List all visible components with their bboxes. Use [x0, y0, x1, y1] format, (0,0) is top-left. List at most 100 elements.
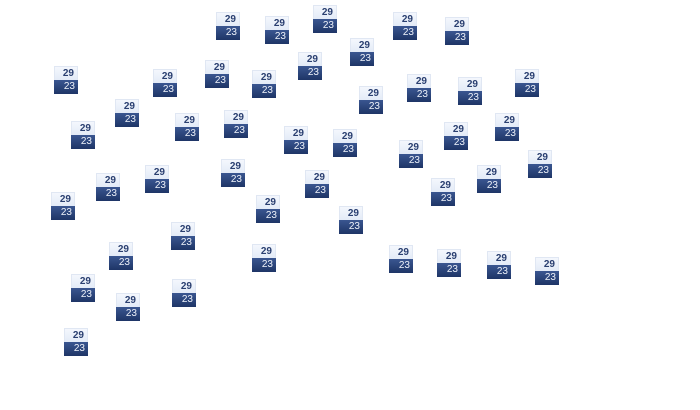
calendar-icon[interactable]: 29 23: [216, 12, 240, 40]
calendar-icon[interactable]: 29 23: [54, 66, 78, 94]
calendar-top-label: 29: [284, 126, 308, 140]
calendar-top-label: 29: [495, 113, 519, 127]
calendar-icon[interactable]: 29 23: [71, 121, 95, 149]
calendar-top-label: 29: [431, 178, 455, 192]
calendar-icon[interactable]: 29 23: [535, 257, 559, 285]
calendar-icon[interactable]: 29 23: [265, 16, 289, 44]
calendar-top-label: 29: [172, 279, 196, 293]
calendar-icon[interactable]: 29 23: [437, 249, 461, 277]
calendar-icon[interactable]: 29 23: [399, 140, 423, 168]
calendar-top-label: 29: [205, 60, 229, 74]
calendar-icon[interactable]: 29 23: [444, 122, 468, 150]
calendar-top-label: 29: [445, 17, 469, 31]
calendar-bottom-label: 23: [535, 271, 559, 285]
calendar-bottom-label: 23: [221, 173, 245, 187]
calendar-icon[interactable]: 29 23: [153, 69, 177, 97]
calendar-icon[interactable]: 29 23: [224, 110, 248, 138]
calendar-icon[interactable]: 29 23: [389, 245, 413, 273]
calendar-top-label: 29: [535, 257, 559, 271]
calendar-top-label: 29: [256, 195, 280, 209]
calendar-icon[interactable]: 29 23: [221, 159, 245, 187]
calendar-bottom-label: 23: [71, 288, 95, 302]
calendar-top-label: 29: [96, 173, 120, 187]
calendar-top-label: 29: [224, 110, 248, 124]
calendar-top-label: 29: [359, 86, 383, 100]
calendar-icon[interactable]: 29 23: [205, 60, 229, 88]
calendar-top-label: 29: [64, 328, 88, 342]
calendar-icon[interactable]: 29 23: [51, 192, 75, 220]
calendar-icon[interactable]: 29 23: [495, 113, 519, 141]
calendar-top-label: 29: [313, 5, 337, 19]
calendar-top-label: 29: [109, 242, 133, 256]
calendar-icon[interactable]: 29 23: [359, 86, 383, 114]
calendar-icon[interactable]: 29 23: [115, 99, 139, 127]
calendar-top-label: 29: [407, 74, 431, 88]
calendar-top-label: 29: [115, 99, 139, 113]
calendar-bottom-label: 23: [175, 127, 199, 141]
calendar-icon[interactable]: 29 23: [458, 77, 482, 105]
calendar-top-label: 29: [298, 52, 322, 66]
calendar-top-label: 29: [339, 206, 363, 220]
calendar-icon[interactable]: 29 23: [407, 74, 431, 102]
calendar-bottom-label: 23: [109, 256, 133, 270]
calendar-bottom-label: 23: [145, 179, 169, 193]
calendar-top-label: 29: [51, 192, 75, 206]
calendar-icon[interactable]: 29 23: [431, 178, 455, 206]
calendar-bottom-label: 23: [153, 83, 177, 97]
calendar-bottom-label: 23: [224, 124, 248, 138]
calendar-top-label: 29: [305, 170, 329, 184]
calendar-icon[interactable]: 29 23: [528, 150, 552, 178]
calendar-top-label: 29: [389, 245, 413, 259]
calendar-top-label: 29: [71, 121, 95, 135]
calendar-bottom-label: 23: [116, 307, 140, 321]
calendar-icon[interactable]: 29 23: [64, 328, 88, 356]
calendar-icon[interactable]: 29 23: [333, 129, 357, 157]
calendar-bottom-label: 23: [172, 293, 196, 307]
calendar-bottom-label: 23: [265, 30, 289, 44]
calendar-top-label: 29: [71, 274, 95, 288]
calendar-bottom-label: 23: [393, 26, 417, 40]
calendar-bottom-label: 23: [64, 342, 88, 356]
calendar-icon[interactable]: 29 23: [393, 12, 417, 40]
calendar-icon[interactable]: 29 23: [256, 195, 280, 223]
calendar-icon[interactable]: 29 23: [515, 69, 539, 97]
calendar-bottom-label: 23: [350, 52, 374, 66]
calendar-icon[interactable]: 29 23: [305, 170, 329, 198]
calendar-top-label: 29: [171, 222, 195, 236]
calendar-icon[interactable]: 29 23: [487, 251, 511, 279]
calendar-icon[interactable]: 29 23: [71, 274, 95, 302]
calendar-bottom-label: 23: [305, 184, 329, 198]
calendar-top-label: 29: [153, 69, 177, 83]
calendar-icon[interactable]: 29 23: [445, 17, 469, 45]
calendar-icon[interactable]: 29 23: [96, 173, 120, 201]
calendar-top-label: 29: [393, 12, 417, 26]
calendar-icon[interactable]: 29 23: [145, 165, 169, 193]
calendar-icon[interactable]: 29 23: [284, 126, 308, 154]
calendar-top-label: 29: [515, 69, 539, 83]
calendar-icon[interactable]: 29 23: [109, 242, 133, 270]
calendar-bottom-label: 23: [333, 143, 357, 157]
calendar-bottom-label: 23: [445, 31, 469, 45]
calendar-icon[interactable]: 29 23: [339, 206, 363, 234]
calendar-icon[interactable]: 29 23: [175, 113, 199, 141]
calendar-top-label: 29: [116, 293, 140, 307]
calendar-icon[interactable]: 29 23: [252, 244, 276, 272]
calendar-icon[interactable]: 29 23: [116, 293, 140, 321]
calendar-bottom-label: 23: [495, 127, 519, 141]
calendar-icon[interactable]: 29 23: [171, 222, 195, 250]
calendar-icon[interactable]: 29 23: [313, 5, 337, 33]
calendar-icon[interactable]: 29 23: [298, 52, 322, 80]
calendar-bottom-label: 23: [437, 263, 461, 277]
calendar-bottom-label: 23: [407, 88, 431, 102]
calendar-icon[interactable]: 29 23: [252, 70, 276, 98]
calendar-bottom-label: 23: [487, 265, 511, 279]
calendar-top-label: 29: [216, 12, 240, 26]
calendar-bottom-label: 23: [339, 220, 363, 234]
calendar-bottom-label: 23: [431, 192, 455, 206]
calendar-icon[interactable]: 29 23: [172, 279, 196, 307]
calendar-bottom-label: 23: [71, 135, 95, 149]
calendar-icon[interactable]: 29 23: [477, 165, 501, 193]
calendar-icon[interactable]: 29 23: [350, 38, 374, 66]
calendar-bottom-label: 23: [389, 259, 413, 273]
calendar-bottom-label: 23: [256, 209, 280, 223]
